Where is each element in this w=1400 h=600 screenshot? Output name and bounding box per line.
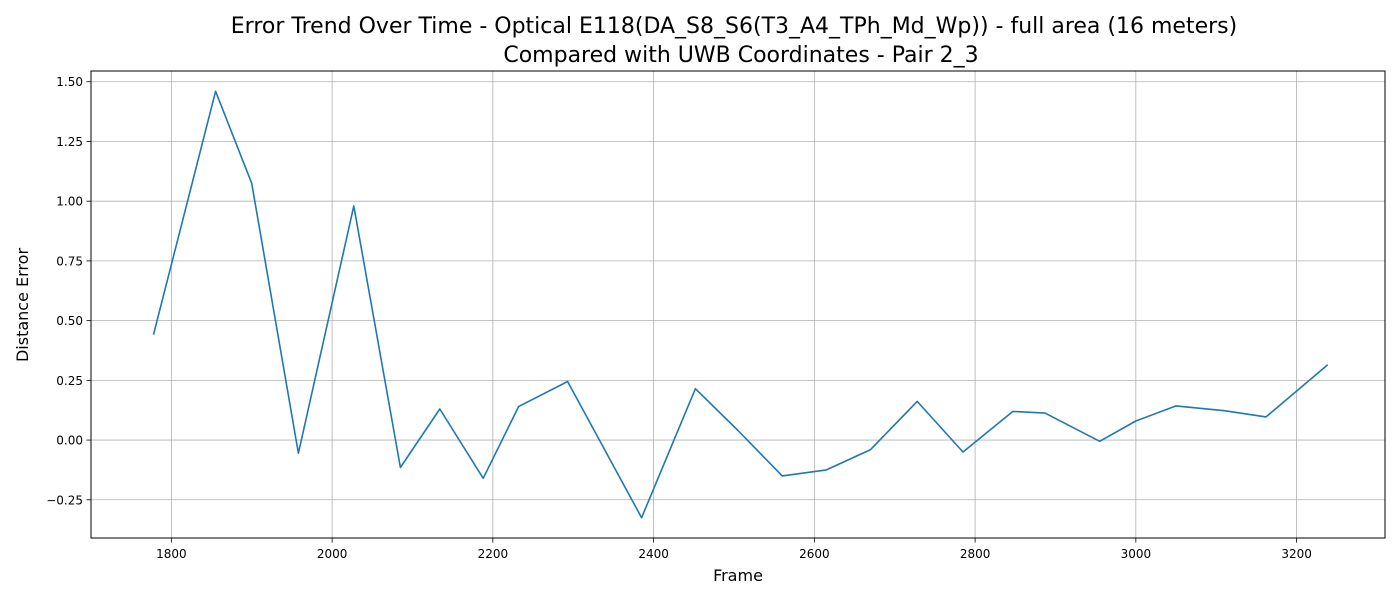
- series-layer: [152, 90, 1329, 519]
- x-tick-label: 2000: [317, 547, 348, 561]
- y-axis-label: Distance Error: [13, 248, 32, 362]
- y-tick-label: 1.25: [56, 135, 83, 149]
- series-line-0: [152, 90, 1329, 519]
- chart-title-line-1: Error Trend Over Time - Optical E118(DA_…: [231, 14, 1237, 39]
- x-tick-label: 2800: [960, 547, 991, 561]
- x-tick-label: 2600: [799, 547, 830, 561]
- x-tick-label: 3200: [1281, 547, 1312, 561]
- chart-title-line-2: Compared with UWB Coordinates - Pair 2_3: [503, 43, 978, 68]
- y-tick-label: 0.00: [56, 434, 83, 448]
- x-tick-label: 2400: [638, 547, 669, 561]
- y-tick-label: 1.00: [56, 195, 83, 209]
- grid: [91, 71, 1385, 538]
- x-tick-label: 1800: [156, 547, 187, 561]
- y-tick-label: 1.50: [56, 75, 83, 89]
- x-tick-label: 3000: [1121, 547, 1152, 561]
- x-tick-label: 2200: [478, 547, 509, 561]
- y-tick-label: 0.25: [56, 374, 83, 388]
- y-tick-label: 0.75: [56, 254, 83, 268]
- x-axis-label: Frame: [713, 566, 763, 585]
- y-tick-label: 0.50: [56, 314, 83, 328]
- y-axis-ticks: −0.25 0.00 0.25 0.50 0.75 1.00 1.25 1.50: [46, 75, 91, 507]
- plot-area-frame: [90, 70, 1386, 539]
- x-axis-ticks: 1800 2000 2200 2400 2600 2800 3000 3200: [156, 538, 1312, 561]
- y-tick-label: −0.25: [46, 493, 83, 507]
